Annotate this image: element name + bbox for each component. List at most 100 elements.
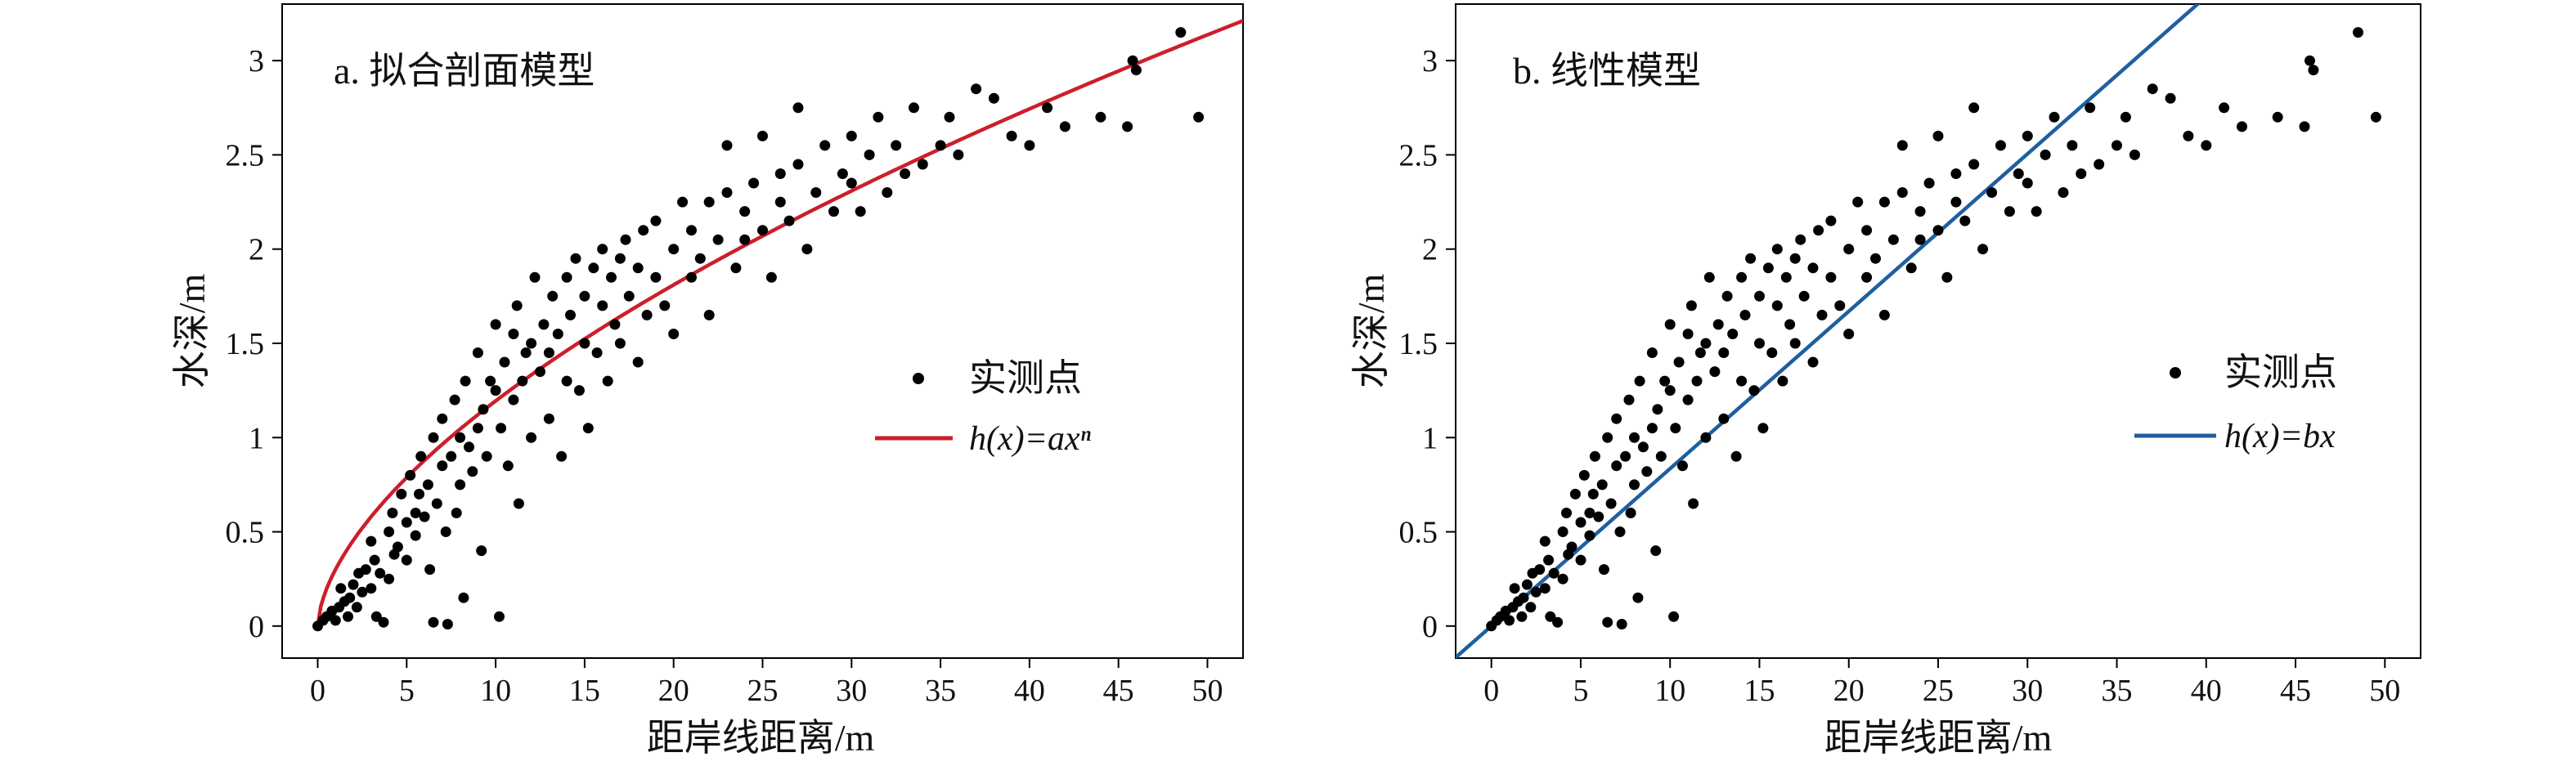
x-axis-title: 距岸线距离/m bbox=[1824, 717, 2053, 759]
data-point bbox=[472, 423, 483, 434]
data-point bbox=[561, 375, 572, 387]
data-point bbox=[1122, 121, 1133, 132]
data-point bbox=[1870, 253, 1881, 264]
data-point bbox=[446, 450, 457, 462]
data-point bbox=[1655, 450, 1667, 462]
data-point bbox=[1127, 55, 1138, 66]
data-point bbox=[387, 508, 398, 518]
data-point bbox=[739, 206, 751, 217]
data-point bbox=[891, 140, 902, 151]
data-point bbox=[357, 586, 368, 598]
data-point bbox=[1620, 450, 1631, 462]
data-point bbox=[1816, 309, 1828, 320]
data-point bbox=[1682, 394, 1694, 405]
data-point bbox=[384, 526, 395, 537]
y-tick-label: 0.5 bbox=[226, 516, 265, 550]
x-tick-label: 50 bbox=[2369, 674, 2400, 708]
data-point bbox=[1691, 375, 1703, 387]
data-point bbox=[882, 187, 893, 198]
data-point bbox=[1736, 375, 1748, 387]
data-point bbox=[1798, 290, 1810, 302]
data-point bbox=[1762, 262, 1774, 274]
data-point bbox=[1959, 215, 1971, 226]
data-point bbox=[1561, 508, 1572, 518]
data-point bbox=[1616, 619, 1627, 629]
y-tick-label: 1.5 bbox=[226, 327, 265, 361]
data-point bbox=[703, 309, 715, 320]
data-point bbox=[1611, 413, 1622, 424]
data-point bbox=[1587, 488, 1599, 499]
legend-marker bbox=[913, 373, 924, 384]
y-tick-label: 1 bbox=[249, 421, 264, 455]
data-point bbox=[455, 432, 466, 443]
data-point bbox=[1771, 300, 1783, 311]
data-point bbox=[419, 511, 430, 522]
data-point bbox=[1754, 338, 1765, 349]
panel-title: b. 线性模型 bbox=[1513, 50, 1701, 92]
data-point bbox=[410, 508, 421, 518]
data-point bbox=[944, 111, 955, 123]
data-point bbox=[801, 244, 813, 255]
data-point bbox=[1712, 319, 1724, 330]
data-point bbox=[396, 488, 407, 499]
data-point bbox=[1539, 535, 1551, 547]
data-point bbox=[1605, 498, 1617, 509]
data-point bbox=[1095, 111, 1106, 123]
data-point bbox=[1905, 262, 1917, 274]
y-tick-label: 3 bbox=[1422, 44, 1438, 78]
data-point bbox=[721, 187, 733, 198]
data-point bbox=[1968, 102, 1980, 114]
data-point bbox=[369, 554, 380, 566]
data-point bbox=[464, 441, 474, 453]
x-tick-label: 45 bbox=[1103, 674, 1134, 708]
data-point bbox=[792, 159, 804, 170]
x-tick-label: 10 bbox=[1654, 674, 1685, 708]
data-point bbox=[668, 329, 680, 339]
data-point bbox=[2094, 159, 2105, 170]
data-point bbox=[2183, 130, 2194, 141]
data-point bbox=[1745, 253, 1757, 264]
data-point bbox=[1861, 271, 1873, 283]
data-point bbox=[2112, 140, 2122, 151]
y-tick-label: 2 bbox=[249, 233, 264, 267]
data-point bbox=[1552, 616, 1564, 628]
data-point bbox=[757, 225, 768, 236]
y-tick-label: 0.5 bbox=[1399, 516, 1438, 550]
data-point bbox=[579, 290, 590, 302]
y-axis-title: 水深/m bbox=[1350, 274, 1392, 389]
data-point bbox=[1825, 215, 1837, 226]
data-point bbox=[508, 394, 519, 405]
panel-a: a. 拟合剖面模型 距岸线距离/m 水深/m 实测点 h(x)=axⁿ 0 5 10… bbox=[171, 3, 1244, 759]
x-tick-label: 30 bbox=[2012, 674, 2043, 708]
data-point bbox=[335, 583, 347, 594]
data-point bbox=[1878, 196, 1890, 208]
x-tick-label: 30 bbox=[836, 674, 867, 708]
data-point bbox=[2201, 140, 2212, 151]
data-point bbox=[757, 130, 768, 141]
data-point bbox=[1721, 290, 1733, 302]
data-point bbox=[366, 535, 377, 547]
data-point bbox=[774, 196, 786, 208]
data-point bbox=[1629, 479, 1640, 491]
x-tick-label: 15 bbox=[1744, 674, 1775, 708]
x-tick-label: 5 bbox=[399, 674, 415, 708]
y-tick-label: 2.5 bbox=[226, 138, 265, 172]
data-point bbox=[1914, 234, 1926, 245]
data-point bbox=[873, 111, 884, 123]
data-point bbox=[864, 149, 875, 160]
data-point bbox=[1652, 404, 1663, 415]
data-point bbox=[1059, 121, 1070, 132]
data-point bbox=[2308, 65, 2319, 76]
data-point bbox=[2004, 206, 2015, 217]
x-tick-label: 35 bbox=[925, 674, 956, 708]
data-point bbox=[1664, 319, 1676, 330]
data-point bbox=[1986, 187, 1998, 198]
data-point bbox=[1727, 329, 1739, 339]
data-point bbox=[351, 602, 362, 613]
data-point bbox=[2219, 102, 2230, 114]
data-point bbox=[748, 177, 760, 189]
data-point bbox=[953, 149, 964, 160]
x-tick-label: 0 bbox=[310, 674, 325, 708]
data-point bbox=[659, 300, 671, 311]
data-point bbox=[1766, 347, 1778, 358]
